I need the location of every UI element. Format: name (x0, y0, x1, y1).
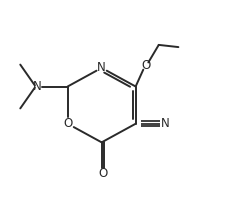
Text: O: O (141, 59, 151, 72)
Text: O: O (98, 167, 107, 180)
Text: N: N (97, 61, 106, 74)
Text: N: N (33, 80, 42, 93)
Text: O: O (63, 117, 72, 130)
Text: N: N (161, 117, 169, 130)
